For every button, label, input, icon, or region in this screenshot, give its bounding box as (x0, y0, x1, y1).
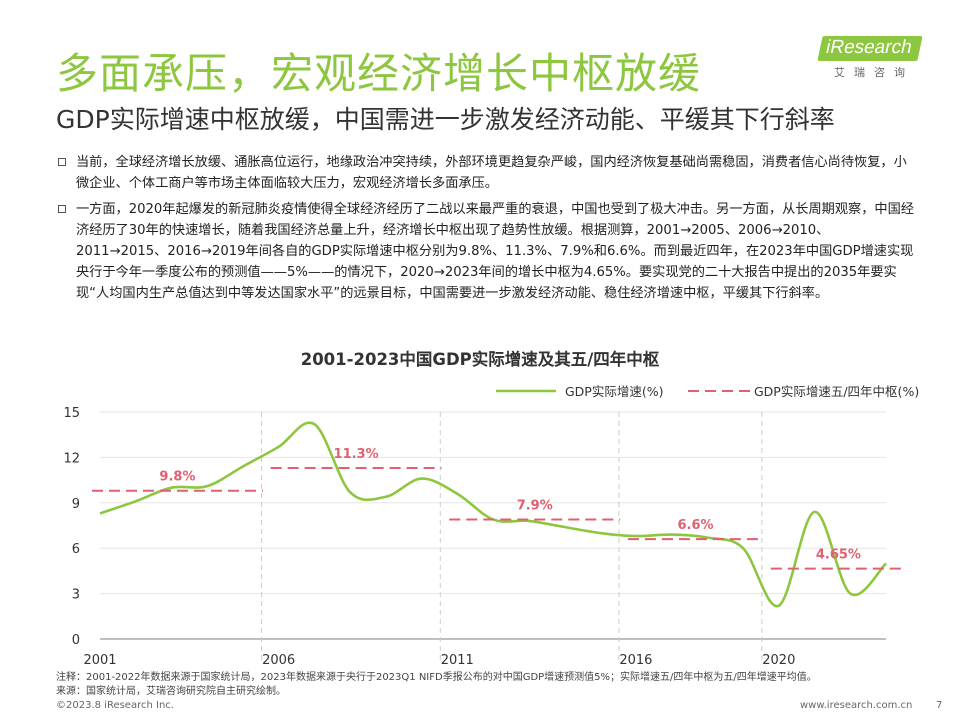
iresearch-logo: iResearch 艾瑞咨询 (812, 36, 932, 82)
page-number: 7 (936, 700, 943, 711)
y-tick-label: 6 (72, 542, 80, 557)
legend-label-growth: GDP实际增速(%) (565, 384, 663, 399)
y-tick-label: 12 (63, 451, 80, 466)
bullet-item: 当前，全球经济增长放缓、通胀高位运行，地缘政治冲突持续，外部环境更趋复杂严峻，国… (56, 152, 918, 194)
y-tick-label: 15 (63, 406, 80, 421)
footer-note: 注释：2001-2022年数据来源于国家统计局，2023年数据来源于央行于202… (56, 672, 817, 683)
gdp-growth-line (99, 421, 887, 608)
center-value-label: 4.65% (816, 548, 861, 563)
x-tick-label: 2020 (762, 653, 795, 668)
center-value-label: 11.3% (334, 447, 379, 462)
page-subtitle: GDP实际增速中枢放缓，中国需进一步激发经济动能、平缓其下行斜率 (56, 105, 835, 134)
logo-subtext: 艾瑞咨询 (834, 66, 914, 79)
chart-title: 2001-2023中国GDP实际增速及其五/四年中枢 (300, 350, 660, 369)
footer-website: www.iresearch.com.cn (800, 700, 913, 711)
bullet-list: 当前，全球经济增长放缓、通胀高位运行，地缘政治冲突持续，外部环境更趋复杂严峻，国… (56, 152, 918, 309)
bullet-text: 当前，全球经济增长放缓、通胀高位运行，地缘政治冲突持续，外部环境更趋复杂严峻，国… (76, 155, 907, 191)
footer-source: 来源：国家统计局，艾瑞咨询研究院自主研究绘制。 (56, 686, 286, 697)
x-tick-label: 2016 (619, 653, 652, 668)
y-tick-label: 9 (72, 497, 80, 512)
square-bullet-icon (58, 158, 66, 166)
center-value-label: 9.8% (159, 470, 195, 485)
center-value-label: 6.6% (677, 518, 713, 533)
x-tick-label: 2006 (262, 653, 295, 668)
y-tick-label: 3 (72, 588, 80, 603)
page-title: 多面承压，宏观经济增长中枢放缓 (56, 49, 702, 98)
bullet-text: 一方面，2020年起爆发的新冠肺炎疫情使得全球经济经历了二战以来最严重的衰退，中… (76, 202, 914, 301)
x-tick-label: 2001 (83, 653, 116, 668)
center-value-label: 7.9% (517, 498, 553, 513)
gdp-line-chart: 0 3 6 9 12 15 2001 2006 2011 2016 2020 9.8% 11.3% 7.9… (63, 384, 919, 668)
y-tick-label: 0 (72, 633, 80, 648)
legend-label-center: GDP实际增速五/四年中枢(%) (754, 384, 919, 399)
footer-copyright: ©2023.8 iResearch Inc. (56, 700, 174, 711)
square-bullet-icon (58, 205, 66, 213)
x-tick-label: 2011 (441, 653, 474, 668)
bullet-item: 一方面，2020年起爆发的新冠肺炎疫情使得全球经济经历了二战以来最严重的衰退，中… (56, 199, 918, 304)
